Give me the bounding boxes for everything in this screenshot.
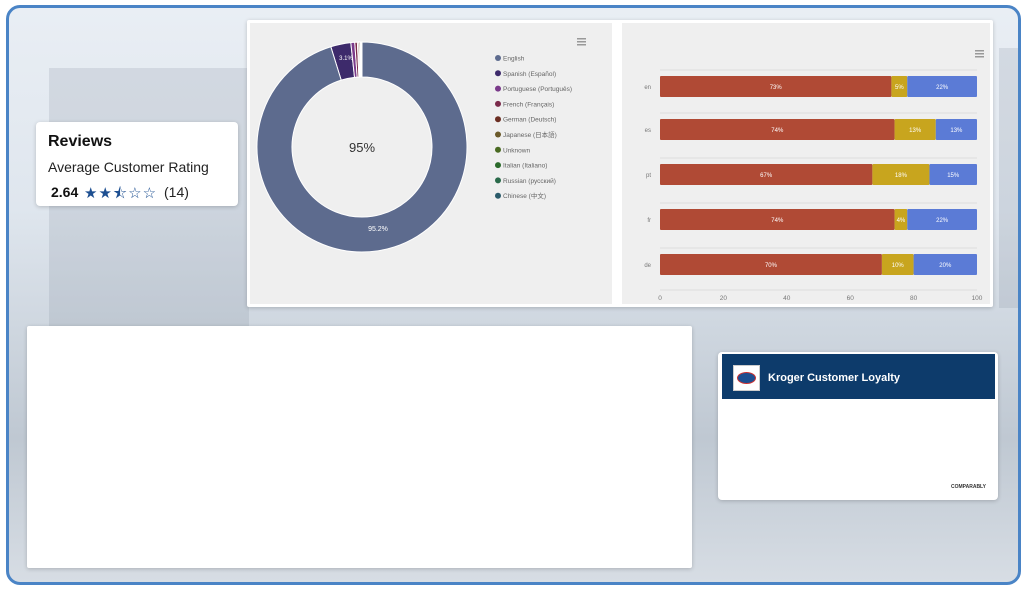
legend-item: Chinese (中文) [503,191,546,200]
reviews-title: Reviews [48,133,113,150]
legend-marker [495,116,501,123]
bar-segment [929,164,977,185]
donut-center-label: 95% [349,140,375,155]
category-label: fr [647,218,651,224]
menu-hamburger-icon [577,41,586,43]
bar-segment [913,254,977,275]
legend-item: Spanish (Español) [503,71,556,78]
bar-label: 20% [939,263,952,269]
legend-marker [495,146,501,153]
bar-label: 13% [909,128,922,134]
category-label: de [644,263,651,269]
menu-hamburger-icon [577,38,586,40]
legend-item: Japanese (日本語) [503,130,557,139]
category-label: en [644,85,651,91]
legend-marker [495,55,501,61]
category-label: pt [646,173,651,179]
bar-segment [907,76,977,97]
tick-label: 60 [847,295,855,302]
tick-label: 80 [910,295,918,302]
bar-segment [872,164,930,185]
star-empty-icon: ☆ [128,185,143,202]
menu-hamburger-icon [975,53,984,55]
bar-label: 10% [892,263,905,269]
legend-item: Italian (Italiano) [503,163,547,170]
legend-marker [495,162,501,169]
reviews-subtitle: Average Customer Rating [48,159,209,175]
bar-segment [894,119,936,140]
slice-label: 95.2% [368,226,388,233]
reviews-card: Reviews Average Customer Rating 2.64 ★★⯪… [36,122,238,206]
loyalty-title: Kroger Customer Loyalty [768,372,901,384]
menu-hamburger-icon [975,56,984,58]
legend-marker [495,70,501,77]
reviews-demographics-card [27,326,692,568]
legend-marker [495,85,501,92]
bar-label: 4% [897,218,906,224]
bar-segment [907,209,977,230]
star-filled-icon: ★ [98,185,113,202]
tick-label: 100 [972,295,983,302]
legend-item: German (Deutsch) [503,117,556,124]
review-count: (14) [164,184,189,200]
tick-label: 0 [658,295,662,302]
legend-item: English [503,56,525,63]
bar-segment [660,76,892,97]
star-empty-icon: ☆ [142,185,158,202]
legend-item: Unknown [503,147,530,154]
bar-label: 22% [936,218,949,224]
bar-label: 5% [895,85,904,91]
bar-label: 74% [771,218,784,224]
bar-segment [891,76,908,97]
bar-segment [881,254,914,275]
bar-label: 74% [771,128,784,134]
bar-segment [935,119,977,140]
bar-label: 18% [895,173,908,179]
bar-label: 22% [936,85,949,91]
legend-item: French (Français) [503,101,554,108]
star-rating: ★★⯪☆☆ [84,183,157,208]
legend-marker [495,131,501,138]
tick-label: 40 [783,295,791,302]
bar-segment [660,119,895,140]
slice-label: 3.1% [339,56,353,62]
legend-item: Portuguese (Português) [503,86,572,93]
bar-label: 70% [765,263,778,269]
legend-marker [495,100,501,107]
category-label: es [645,128,651,134]
loyalty-header: Kroger Customer Loyalty [722,354,995,399]
rating-value: 2.64 [51,184,79,200]
tick-label: 20 [720,295,728,302]
legend-item: Russian (русский) [503,177,556,185]
legend-marker [495,177,501,184]
bar-label: 15% [947,173,960,179]
bar-label: 73% [770,85,783,91]
kroger-logo [733,365,760,391]
bar-segment [660,164,873,185]
menu-hamburger-icon [975,50,984,52]
loyalty-card: Kroger Customer Loyalty COMPARABLY [718,352,998,500]
bar-label: 13% [950,128,963,134]
donut-slice [256,41,468,253]
star-filled-icon: ★ [84,185,99,202]
bar-segment [660,209,895,230]
menu-hamburger-icon [577,44,586,46]
brand-name: COMPARABLY [950,484,986,490]
bar-label: 67% [760,173,773,179]
star-half-icon: ⯪ [112,185,129,202]
bar-segment [894,209,908,230]
bar-segment [660,254,882,275]
legend-marker [495,192,501,199]
